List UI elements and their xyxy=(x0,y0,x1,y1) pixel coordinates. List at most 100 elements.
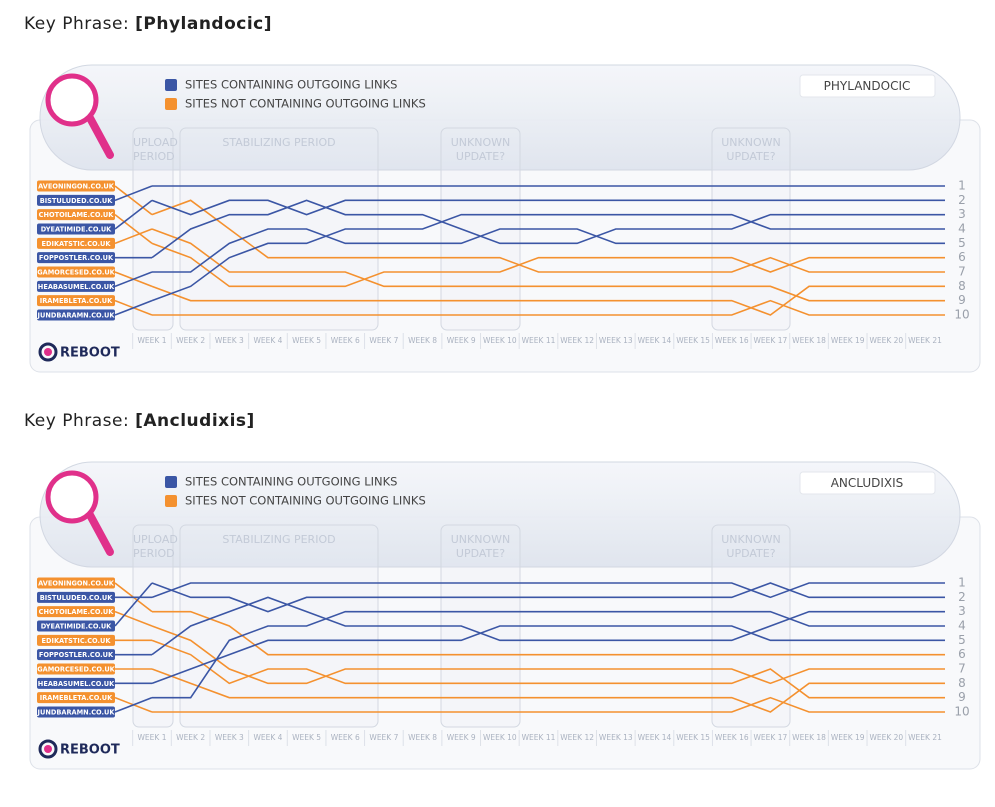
x-tick-label: WEEK 1 xyxy=(138,336,167,345)
label-connector xyxy=(114,582,153,627)
x-tick-label: WEEK 2 xyxy=(176,733,205,742)
heading: Key Phrase: [Phylandocic] xyxy=(24,14,272,34)
site-label-box xyxy=(37,706,115,718)
site-label: DYEATIMIDE.CO.UK xyxy=(41,623,112,631)
x-tick-label: WEEK 5 xyxy=(292,336,321,345)
site-label-box xyxy=(37,620,115,632)
site-label: EDIKATSTIC.CO.UK xyxy=(42,637,112,645)
x-tick-label: WEEK 15 xyxy=(676,336,710,345)
x-tick-label: WEEK 3 xyxy=(215,733,244,742)
site-label-box xyxy=(37,266,115,278)
rank-line xyxy=(151,582,925,599)
legend-label: SITES NOT CONTAINING OUTGOING LINKS xyxy=(185,97,426,111)
rank-line xyxy=(152,696,925,713)
label-connector xyxy=(114,199,153,230)
label-connector xyxy=(114,696,153,713)
site-label-box xyxy=(37,237,115,249)
site-label-box xyxy=(37,180,115,192)
badge-box xyxy=(799,74,936,98)
y-tick-label: 7 xyxy=(958,265,966,279)
label-connector xyxy=(114,214,153,244)
rank-line xyxy=(151,199,925,259)
rank-line xyxy=(151,199,925,273)
annotation: UPLOAD PERIOD xyxy=(133,136,178,163)
y-tick-label: 2 xyxy=(958,193,966,207)
y-tick-label: 5 xyxy=(958,633,966,647)
rank-line xyxy=(152,610,925,699)
site-label-box xyxy=(37,591,115,603)
site-label-box xyxy=(37,223,115,235)
x-tick-label: WEEK 20 xyxy=(869,733,903,742)
x-tick-label: WEEK 14 xyxy=(638,336,672,345)
x-tick-label: WEEK 7 xyxy=(369,733,398,742)
x-tick-label: WEEK 20 xyxy=(869,336,903,345)
y-tick-label: 8 xyxy=(958,676,966,690)
site-label: GAMORCESED.CO.UK xyxy=(37,269,115,277)
site-label: HEABASUMEL.CO.UK xyxy=(38,680,115,688)
label-connector xyxy=(114,185,153,202)
annotation: UNKNOWN UPDATE? xyxy=(450,136,511,163)
annotation: STABILIZING PERIOD xyxy=(222,533,336,546)
logo-mark-accent xyxy=(44,745,52,753)
badge: ANCLUDIXIS xyxy=(831,476,904,490)
site-label-box xyxy=(37,194,115,206)
x-tick-label: WEEK 14 xyxy=(638,733,672,742)
x-tick-label: WEEK 19 xyxy=(831,733,865,742)
x-tick-label: WEEK 8 xyxy=(408,336,437,345)
legend-label: SITES CONTAINING OUTGOING LINKS xyxy=(185,475,397,489)
x-tick-label: WEEK 13 xyxy=(599,336,633,345)
site-label-box xyxy=(37,649,115,661)
rank-line xyxy=(151,199,925,216)
legend-label: SITES NOT CONTAINING OUTGOING LINKS xyxy=(185,494,426,508)
y-tick-label: 1 xyxy=(958,179,966,193)
rank-line xyxy=(151,582,925,613)
rank-line xyxy=(151,285,925,316)
label-connector xyxy=(114,299,153,316)
x-tick-label: WEEK 16 xyxy=(715,336,749,345)
x-tick-label: WEEK 17 xyxy=(754,336,788,345)
x-tick-label: WEEK 4 xyxy=(253,733,282,742)
rank-line xyxy=(151,668,925,713)
site-label: IRAMEBLETA.CO.UK xyxy=(40,694,113,702)
x-tick-label: WEEK 10 xyxy=(483,733,517,742)
label-connector xyxy=(114,610,153,627)
heading-label: Key Phrase: xyxy=(24,411,130,431)
magnifier-glass xyxy=(45,470,99,524)
site-label-box xyxy=(37,295,115,307)
x-tick-label: WEEK 2 xyxy=(176,336,205,345)
site-label: CHOTOILAME.CO.UK xyxy=(39,211,115,219)
site-label: GAMORCESED.CO.UK xyxy=(37,666,115,674)
site-label: FOPPOSTLER.CO.UK xyxy=(39,651,114,659)
legend-swatch xyxy=(165,495,177,507)
x-tick-label: WEEK 15 xyxy=(676,733,710,742)
rank-line xyxy=(151,213,925,302)
rank-line xyxy=(151,596,925,656)
annotation: UPLOAD PERIOD xyxy=(133,533,178,560)
x-tick-label: WEEK 7 xyxy=(369,336,398,345)
label-connector xyxy=(114,228,153,245)
site-label-box xyxy=(37,252,115,264)
badge: PHYLANDOCIC xyxy=(824,79,911,93)
y-tick-label: 6 xyxy=(958,647,966,661)
x-tick-label: WEEK 13 xyxy=(599,733,633,742)
y-tick-label: 2 xyxy=(958,590,966,604)
x-tick-label: WEEK 17 xyxy=(754,733,788,742)
header-pill xyxy=(39,461,961,568)
x-tick-label: WEEK 21 xyxy=(908,733,942,742)
x-tick-label: WEEK 21 xyxy=(908,336,942,345)
site-label: HEABASUMEL.CO.UK xyxy=(38,283,115,291)
legend-swatch xyxy=(165,476,177,488)
x-tick-label: WEEK 11 xyxy=(522,336,556,345)
site-label: FOPPOSTLER.CO.UK xyxy=(39,254,114,262)
logo-mark xyxy=(38,739,58,759)
heading: Key Phrase: [Ancludixis] xyxy=(24,411,255,431)
site-label-box xyxy=(37,677,115,689)
key-phrase: [Ancludixis] xyxy=(135,411,255,431)
x-tick-label: WEEK 6 xyxy=(331,336,360,345)
legend-swatch xyxy=(165,79,177,91)
rank-line xyxy=(152,610,925,656)
y-tick-label: 10 xyxy=(954,705,969,719)
label-connector xyxy=(114,271,153,288)
header-pill xyxy=(39,64,961,171)
